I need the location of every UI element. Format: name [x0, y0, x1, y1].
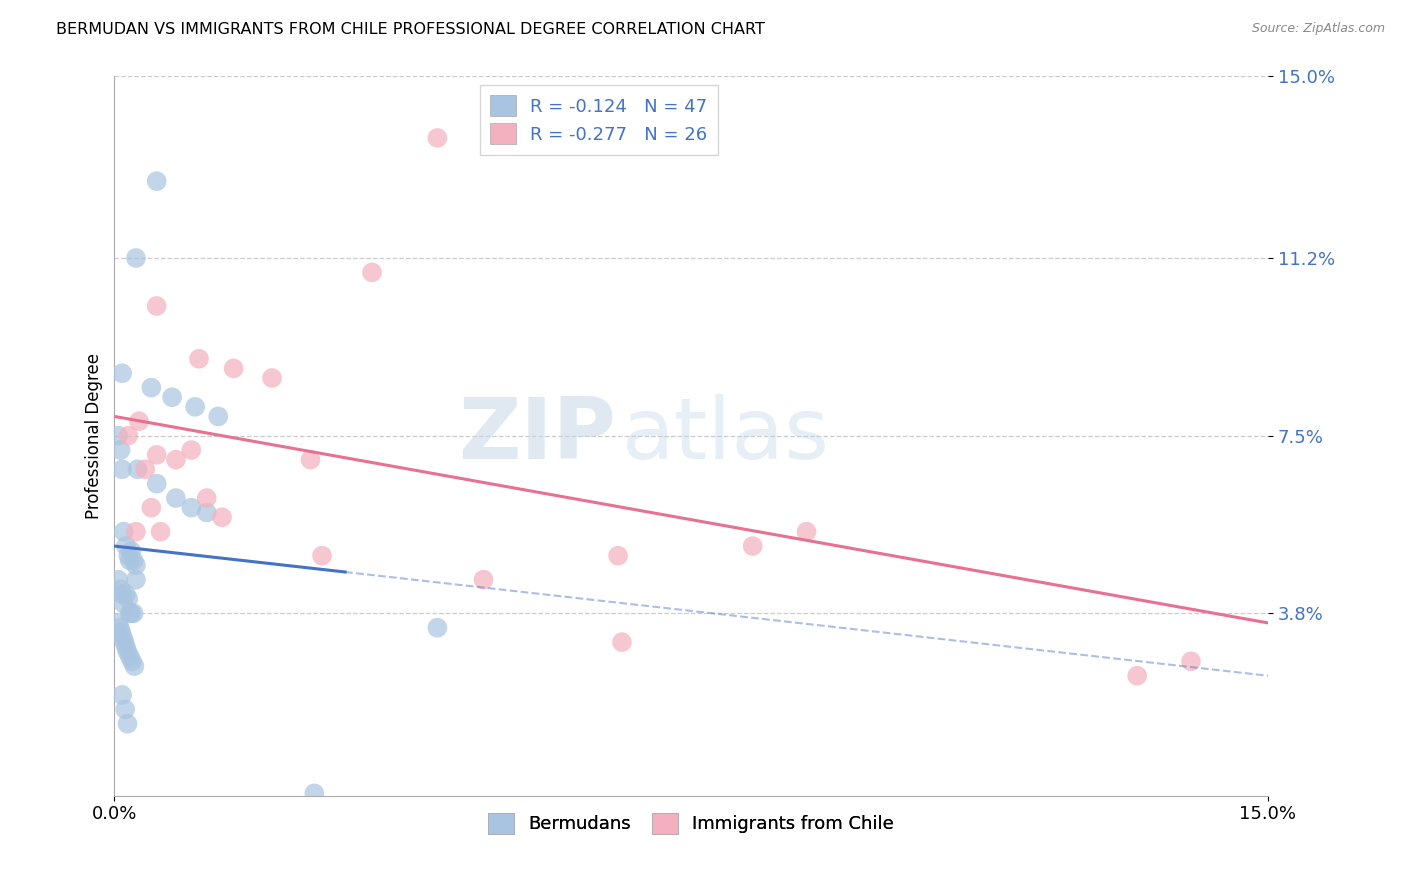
Point [145, 174, 167, 188]
Point [207, 409, 229, 424]
Point [107, 573, 129, 587]
Point [160, 390, 183, 404]
Point [125, 573, 148, 587]
Point [141, 500, 163, 515]
Point [117, 716, 139, 731]
Point [211, 510, 233, 524]
Point [610, 635, 633, 649]
Point [117, 591, 139, 606]
Point [111, 462, 134, 476]
Point [118, 553, 141, 567]
Point [145, 448, 167, 462]
Point [796, 524, 818, 539]
Point [112, 635, 135, 649]
Point [180, 500, 202, 515]
Point [124, 659, 146, 673]
Point [145, 476, 167, 491]
Point [141, 381, 163, 395]
Point [122, 553, 145, 567]
Point [188, 351, 211, 366]
Point [110, 625, 132, 640]
Point [120, 544, 142, 558]
Point [115, 640, 138, 654]
Point [125, 524, 148, 539]
Point [110, 582, 132, 597]
Point [165, 491, 187, 505]
Point [195, 506, 218, 520]
Text: Source: ZipAtlas.com: Source: ZipAtlas.com [1251, 22, 1385, 36]
Point [120, 607, 142, 621]
Point [741, 539, 763, 553]
Point [111, 688, 134, 702]
Point [195, 491, 218, 505]
Point [118, 649, 141, 664]
Point [184, 400, 207, 414]
Point [128, 414, 150, 428]
Point [125, 558, 148, 573]
Point [117, 428, 139, 442]
Point [260, 371, 283, 385]
Point [110, 443, 132, 458]
Point [607, 549, 630, 563]
Point [1126, 669, 1149, 683]
Point [134, 462, 156, 476]
Point [111, 587, 134, 601]
Point [117, 645, 139, 659]
Point [361, 265, 384, 279]
Point [115, 539, 138, 553]
Point [127, 462, 149, 476]
Text: BERMUDAN VS IMMIGRANTS FROM CHILE PROFESSIONAL DEGREE CORRELATION CHART: BERMUDAN VS IMMIGRANTS FROM CHILE PROFES… [56, 22, 765, 37]
Point [145, 299, 167, 313]
Point [112, 524, 135, 539]
Point [426, 621, 449, 635]
Point [299, 452, 322, 467]
Point [117, 549, 139, 563]
Point [114, 702, 136, 716]
Point [121, 654, 143, 668]
Point [112, 597, 135, 611]
Point [472, 573, 495, 587]
Text: ZIP: ZIP [458, 394, 616, 477]
Y-axis label: Professional Degree: Professional Degree [86, 352, 103, 518]
Point [111, 366, 134, 380]
Point [149, 524, 172, 539]
Point [108, 621, 131, 635]
Point [311, 549, 333, 563]
Point [304, 786, 326, 800]
Point [125, 251, 148, 265]
Point [122, 607, 145, 621]
Point [107, 428, 129, 442]
Legend: Bermudans, Immigrants from Chile: Bermudans, Immigrants from Chile [481, 805, 901, 841]
Point [180, 443, 202, 458]
Text: atlas: atlas [621, 394, 830, 477]
Point [165, 452, 187, 467]
Point [426, 131, 449, 145]
Point [222, 361, 245, 376]
Point [107, 615, 129, 630]
Point [118, 607, 141, 621]
Point [111, 630, 134, 644]
Point [115, 587, 138, 601]
Point [1180, 654, 1202, 668]
